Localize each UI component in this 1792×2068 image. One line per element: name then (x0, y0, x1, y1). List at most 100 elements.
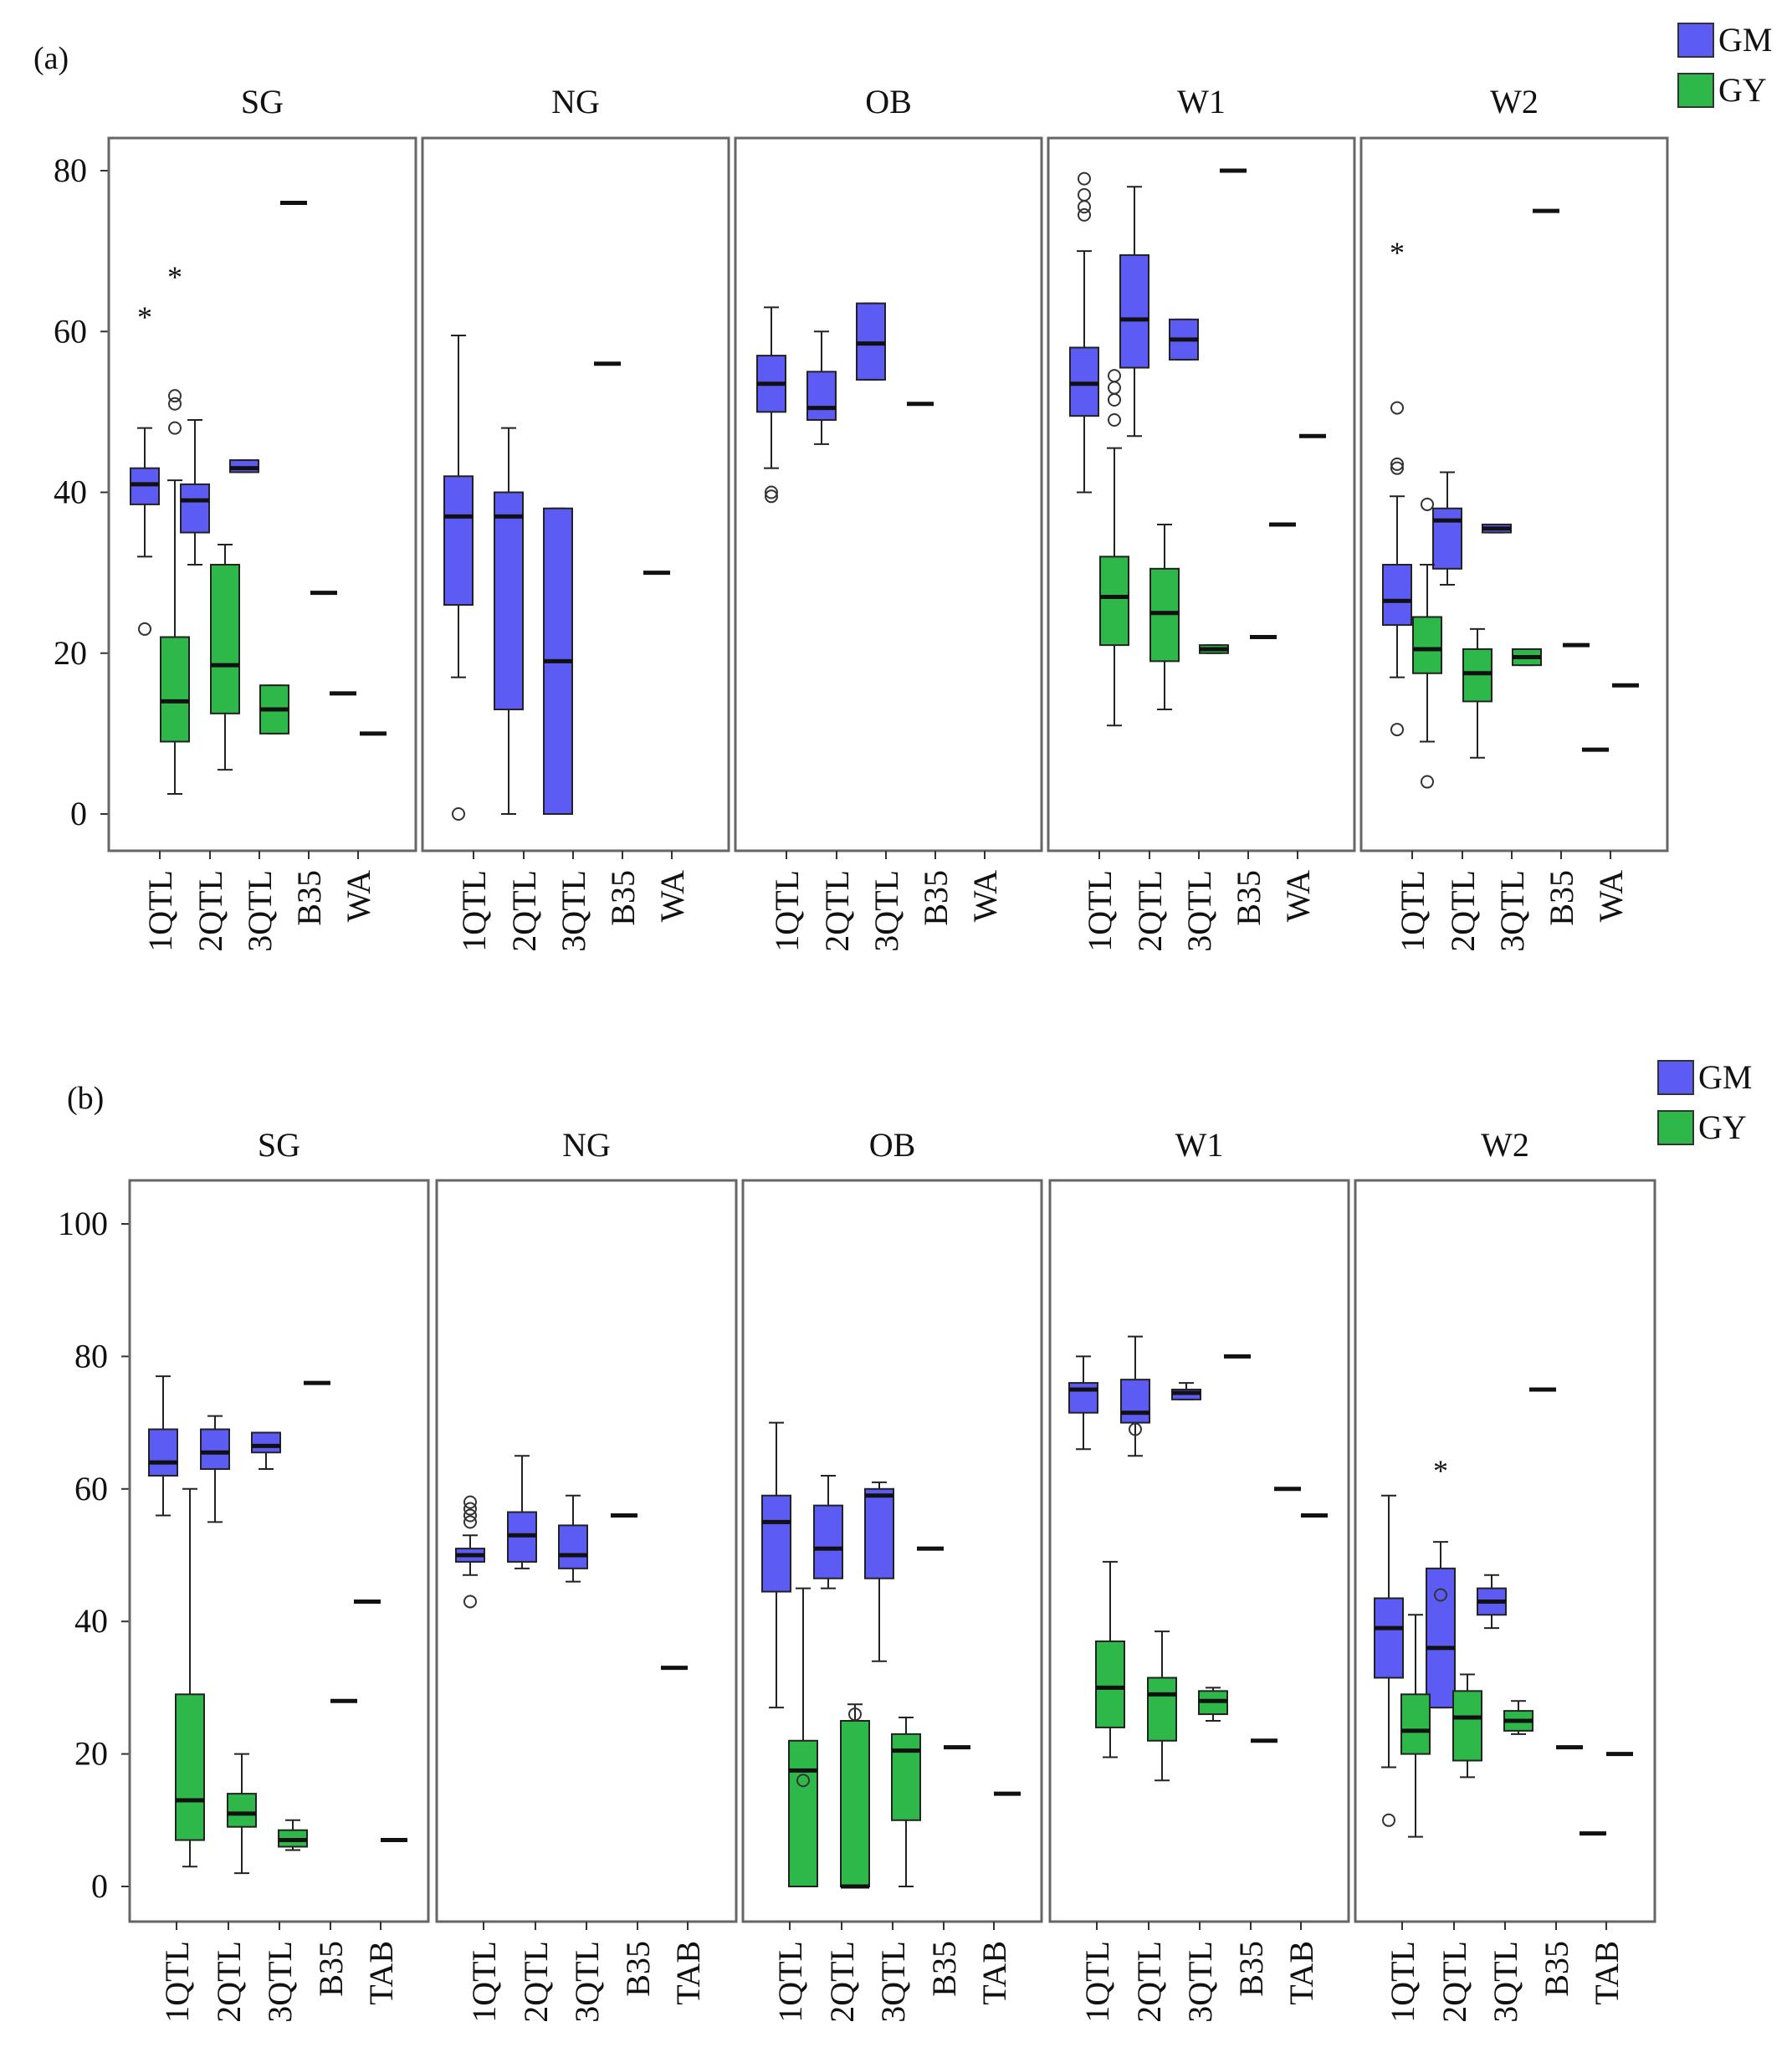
y-axis: 0 20 40 60 80 100 (58, 1205, 130, 1905)
iqr-box (1119, 253, 1149, 369)
box-gy-2qtl (210, 543, 240, 771)
x-tick-label: 1QTL (1394, 870, 1431, 952)
extreme-point: * (1433, 1454, 1448, 1487)
x-tick-label: 1QTL (1384, 1941, 1421, 2023)
x-tick-label: 3QTL (868, 870, 905, 952)
iqr-box (1374, 1597, 1404, 1679)
figure-label: (b) (67, 1081, 104, 1116)
box-gy-3qtl (891, 1717, 921, 1887)
outlier-point (796, 1774, 810, 1788)
x-tick-label: 3QTL (261, 1941, 299, 2023)
iqr-box (1147, 1676, 1177, 1742)
panel-title: W2 (1481, 1126, 1529, 1164)
x-tick-label: 2QTL (210, 1941, 248, 2023)
iqr-box (806, 371, 837, 421)
x-tick-label: 2QTL (505, 870, 543, 952)
y-tick-label: 40 (54, 473, 87, 511)
box-gm-3qtl (1171, 1382, 1201, 1400)
x-tick-label: TAB (975, 1941, 1013, 2005)
iqr-box (175, 1693, 205, 1841)
outlier-point (1390, 401, 1404, 415)
outlier-point (463, 1502, 477, 1516)
outlier-point (452, 807, 465, 821)
x-tick-label: 3QTL (1180, 870, 1218, 952)
y-tick-label: 80 (74, 1337, 108, 1374)
legend-swatch-gm (1657, 1060, 1694, 1095)
box-gm-2qtl (200, 1415, 230, 1523)
iqr-box (840, 1720, 870, 1887)
box-gm-2qtl (1119, 186, 1149, 438)
outlier-point (463, 1495, 477, 1509)
y-tick-label: 60 (74, 1470, 108, 1507)
outlier-point (1390, 461, 1404, 475)
box-gm-1qtl (761, 1421, 791, 1709)
x-tick-label: B35 (290, 870, 328, 926)
box-gm-3qtl (856, 302, 886, 381)
box-gm-3qtl (1482, 523, 1512, 534)
box-gm-1qtl (1374, 1494, 1404, 1827)
box-gy-3qtl (1199, 644, 1229, 654)
x-tick-label: 3QTL (1493, 870, 1531, 952)
box-gm-3qtl (1169, 318, 1199, 361)
box-gm-1qtl (148, 1375, 178, 1517)
outlier-point (1078, 187, 1091, 202)
legend-swatch-gy (1657, 1110, 1694, 1145)
y-tick-label: 60 (54, 312, 87, 350)
iqr-box (200, 1428, 230, 1471)
x-tick-label: 1QTL (771, 1941, 809, 2023)
x-tick-label: 2QTL (192, 870, 229, 952)
outlier-point (168, 421, 182, 435)
box-gy-1qtl (1095, 1560, 1125, 1758)
panel-ng: NG 1QTL 2QTL 3QTL B35 WA (421, 83, 730, 952)
x-tick-label: B35 (925, 1941, 963, 1997)
iqr-box (1432, 507, 1462, 570)
iqr-box (494, 491, 524, 711)
box-gm-3qtl (558, 1494, 588, 1583)
x-tick-label: 1QTL (141, 870, 179, 952)
box-gy-2qtl (840, 1703, 870, 1889)
iqr-box (558, 1524, 588, 1569)
panel-title: SG (241, 83, 284, 120)
outlier-point (1129, 1422, 1142, 1436)
box-gm-3qtl (543, 507, 573, 815)
x-tick-label: B35 (619, 1941, 657, 1997)
panel-frame (1354, 1179, 1656, 1923)
iqr-box (788, 1739, 818, 1888)
box-gy-1qtl (1099, 369, 1129, 727)
iqr-box (227, 1793, 257, 1828)
iqr-box (1095, 1640, 1125, 1728)
outlier-point (463, 1508, 477, 1523)
panel-frame (1047, 136, 1356, 852)
outlier-point (168, 397, 182, 411)
outlier-point (1421, 775, 1434, 789)
x-tick-label: 2QTL (1436, 1941, 1473, 2023)
box-gy-2qtl (227, 1753, 257, 1875)
panel-ob: OB 1QTL 2QTL 3QTL B35 TAB (741, 1126, 1043, 2023)
iqr-box (761, 1494, 791, 1593)
x-tick-label: 2QTL (1130, 1941, 1168, 2023)
panel-frame (1359, 136, 1669, 852)
panel-title: OB (865, 83, 912, 120)
panel-sg: SG 1QTL 2QTL 3QTL B35 TAB (128, 1126, 430, 2023)
y-tick-label: 0 (91, 1867, 108, 1905)
x-tick-label: 3QTL (241, 870, 279, 952)
x-tick-label: B35 (1230, 870, 1267, 926)
outlier-point (1434, 1588, 1447, 1602)
panel-ob: OB 1QTL 2QTL 3QTL B35 WA (734, 83, 1043, 952)
iqr-box (1382, 564, 1412, 627)
iqr-box (813, 1504, 843, 1579)
box-gy-2qtl (1452, 1673, 1482, 1779)
figure-label: (a) (33, 41, 69, 76)
legend-swatch-gm (1677, 23, 1714, 58)
outlier-point (463, 1595, 477, 1609)
box-gy-1qtl (1412, 497, 1442, 789)
legend: GM GY (1677, 21, 1772, 109)
y-tick-label: 20 (54, 634, 87, 672)
x-tick-label: 1QTL (1078, 1941, 1116, 2023)
x-tick-label: 1QTL (768, 870, 806, 952)
outlier-point (138, 622, 151, 636)
x-tick-label: 2QTL (1131, 870, 1169, 952)
panel-w2: W2 1QTL 2QTL 3QTL B35 TAB * (1354, 1126, 1656, 2023)
